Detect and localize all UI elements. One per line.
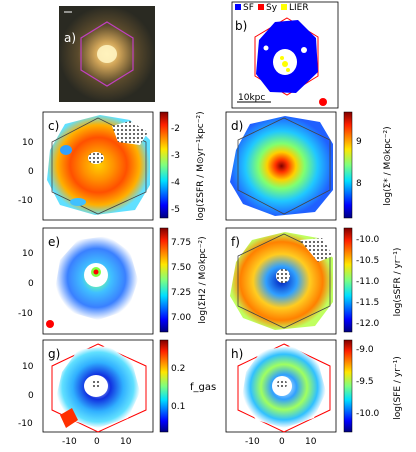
panel-label-h: h)	[231, 347, 243, 361]
scalebar-label: 10kpc	[238, 93, 265, 103]
panel-b: 10kpc b) SF Sy LIER	[231, 1, 339, 109]
panel-e: e) 10 0 -10 7.75 7.50 7.25 7.00 log(ΣH2 …	[18, 227, 208, 335]
masked-region	[300, 238, 333, 262]
cbar-tick-h: -9.0	[356, 345, 374, 355]
low-sfr-patch	[60, 145, 72, 155]
ytick-g-10: 10	[22, 362, 34, 372]
panel-c: c) 10 0 -10 -2 -3 -4 -5 log(ΣSFR / M⊙yr⁻…	[18, 111, 206, 220]
bpt-gap	[263, 45, 269, 51]
panel-label-a: a)	[64, 31, 76, 45]
cbar-tick-h: -9.5	[356, 377, 374, 387]
h2-core	[93, 269, 99, 275]
xtick-h-m10: -10	[245, 437, 260, 447]
cbar-tick-d: 9	[356, 137, 362, 147]
mass-map	[230, 116, 333, 216]
fgas-high	[60, 408, 78, 428]
hexagon-outline	[51, 117, 147, 215]
cbar-tick-c: -2	[171, 124, 180, 134]
legend-label-sf: SF	[243, 3, 254, 13]
cbar-label-e: log(ΣH2 / M⊙kpc⁻²)	[198, 236, 208, 323]
xtick-h-10: 10	[305, 437, 317, 447]
ifu-hexagon	[80, 21, 134, 87]
panel-h: h) -10 0 10 -9.0 -9.5 -10.0 log(SFE / yr…	[225, 339, 403, 447]
cbar-tick-e: 7.25	[171, 288, 191, 298]
panel-label-g: g)	[48, 347, 60, 361]
cbar-tick-e: 7.50	[171, 263, 191, 273]
bpt-gap	[301, 47, 307, 53]
xtick-g-10: 10	[120, 437, 132, 447]
cbar-tick-g: 0.2	[171, 364, 185, 374]
panel-g: g) 10 0 -10 -10 0 10 0.2 0.1 f_gas	[18, 339, 216, 447]
legend-swatch-lier	[281, 4, 287, 10]
cbar-label-f: log(sSFR / yr⁻¹)	[393, 248, 403, 317]
bpt-hexagon	[254, 17, 319, 96]
masked-center	[277, 379, 287, 389]
colorbar-e	[159, 227, 169, 333]
cbar-tick-h: -10.0	[356, 409, 380, 419]
cbar-tick-c: -5	[171, 205, 180, 215]
masked-center	[88, 152, 104, 164]
colorbar-f	[343, 227, 353, 333]
ytick-e-m10: -10	[18, 309, 33, 319]
hexagon-outline	[237, 117, 331, 215]
cbar-tick-c: -4	[171, 178, 180, 188]
masked-region	[112, 121, 148, 145]
panel-a: a)	[59, 6, 155, 102]
ytick-g-m10: -10	[18, 419, 33, 429]
cbar-tick-f: -11.0	[356, 277, 380, 287]
cbar-tick-g: 0.1	[171, 402, 185, 412]
ytick-g-0: 0	[28, 391, 34, 401]
panel-f: f) -10.0 -10.5 -11.0 -11.5 -12.0 log(sSF…	[225, 227, 403, 335]
panel-label-f: f)	[231, 235, 240, 249]
colorbar-g	[159, 339, 169, 433]
panel-d: d) 9 8 log(Σ* / M⊙kpc⁻²)	[225, 111, 393, 221]
cbar-tick-e: 7.75	[171, 238, 191, 248]
colorbar-d	[343, 111, 353, 219]
lier-spot	[282, 61, 288, 67]
legend-swatch-sy	[258, 4, 264, 10]
ytick-c-10: 10	[22, 138, 34, 148]
lier-spot	[286, 68, 290, 72]
psf-circle	[319, 98, 327, 106]
cbar-label-d: log(Σ* / M⊙kpc⁻²)	[383, 126, 393, 205]
cbar-tick-f: -11.5	[356, 298, 379, 308]
cbar-tick-d: 8	[356, 179, 362, 189]
colorbar-h	[343, 339, 353, 433]
cbar-tick-e: 7.00	[171, 313, 191, 323]
legend-label-sy: Sy	[266, 3, 278, 13]
xtick-g-0: 0	[94, 437, 100, 447]
hexagon-outline	[51, 343, 147, 433]
panel-label-b: b)	[235, 19, 247, 33]
galaxy-bulge	[97, 45, 117, 63]
cbar-label-g: f_gas	[190, 382, 216, 393]
xtick-h-0: 0	[279, 437, 285, 447]
legend-swatch-sf	[235, 4, 241, 10]
lier-spot	[280, 56, 284, 60]
ytick-c-0: 0	[28, 167, 34, 177]
panel-label-c: c)	[48, 119, 59, 133]
masked-center	[276, 269, 290, 283]
psf-circle	[46, 320, 54, 328]
cbar-tick-f: -10.5	[356, 256, 379, 266]
legend-label-lier: LIER	[289, 3, 309, 13]
cbar-label-h: log(SFE / yr⁻¹)	[393, 356, 403, 419]
ytick-e-0: 0	[28, 279, 34, 289]
panel-label-e: e)	[48, 235, 60, 249]
masked-center	[91, 379, 101, 389]
hexagon-outline	[237, 343, 331, 433]
cbar-tick-f: -10.0	[356, 235, 380, 245]
cbar-tick-c: -3	[171, 151, 180, 161]
ytick-c-m10: -10	[18, 196, 33, 206]
low-sfr-patch	[70, 198, 86, 206]
cbar-tick-f: -12.0	[356, 319, 380, 329]
cbar-label-c: log(ΣSFR / M⊙yr⁻¹kpc⁻²)	[196, 111, 206, 220]
ytick-e-10: 10	[22, 249, 34, 259]
colorbar-c	[159, 111, 169, 219]
panel-label-d: d)	[231, 119, 243, 133]
xtick-g-m10: -10	[62, 437, 77, 447]
